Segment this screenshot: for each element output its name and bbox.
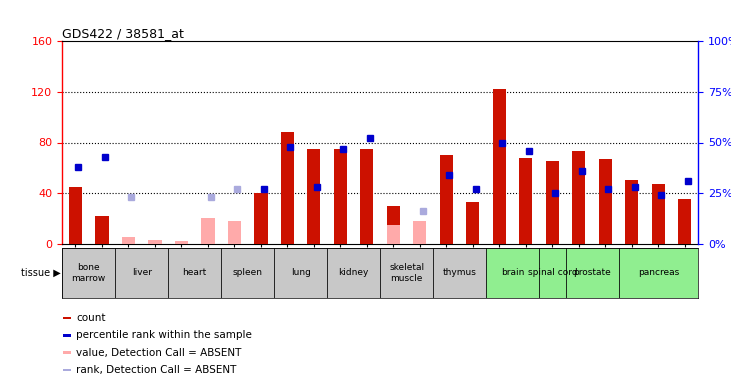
Bar [566, 248, 618, 298]
Bar [546, 162, 559, 244]
Bar [652, 184, 665, 244]
Bar [175, 241, 188, 244]
Bar [486, 248, 539, 298]
Text: GDS422 / 38581_at: GDS422 / 38581_at [62, 27, 184, 40]
Bar [62, 248, 115, 298]
Text: thymus: thymus [443, 268, 477, 278]
Text: rank, Detection Call = ABSENT: rank, Detection Call = ABSENT [76, 364, 237, 375]
Text: percentile rank within the sample: percentile rank within the sample [76, 330, 252, 340]
Bar [95, 216, 108, 244]
Text: brain: brain [501, 268, 524, 278]
Bar [618, 248, 698, 298]
Text: count: count [76, 314, 105, 323]
Bar [387, 206, 400, 244]
Bar [307, 149, 320, 244]
Bar [599, 159, 612, 244]
Bar [539, 248, 566, 298]
Text: spinal cord: spinal cord [528, 268, 577, 278]
Bar [625, 180, 638, 244]
Bar [64, 369, 71, 371]
Text: pancreas: pancreas [637, 268, 679, 278]
Bar [572, 152, 586, 244]
Text: prostate: prostate [573, 268, 611, 278]
Bar [221, 248, 274, 298]
Text: lung: lung [291, 268, 311, 278]
Bar [387, 225, 400, 244]
Text: skeletal
muscle: skeletal muscle [389, 263, 424, 282]
Bar [519, 158, 532, 244]
Bar [69, 187, 82, 244]
Bar [148, 240, 162, 244]
Bar [281, 132, 294, 244]
Bar [440, 155, 453, 244]
Bar [64, 351, 71, 354]
Text: tissue ▶: tissue ▶ [20, 268, 61, 278]
Bar [380, 248, 433, 298]
Text: liver: liver [132, 268, 151, 278]
Bar [122, 237, 135, 244]
Text: bone
marrow: bone marrow [72, 263, 106, 282]
Bar [413, 221, 426, 244]
Bar [254, 193, 268, 244]
Bar [64, 317, 71, 320]
Bar [64, 334, 71, 336]
Bar [360, 149, 374, 244]
Bar [433, 248, 486, 298]
Text: kidney: kidney [338, 268, 369, 278]
Text: spleen: spleen [232, 268, 262, 278]
Bar [493, 89, 506, 244]
Bar [466, 202, 480, 244]
Bar [327, 248, 380, 298]
Bar [274, 248, 327, 298]
Bar [678, 200, 692, 244]
Bar [148, 241, 162, 244]
Bar [228, 221, 241, 244]
Text: value, Detection Call = ABSENT: value, Detection Call = ABSENT [76, 348, 241, 357]
Bar [115, 248, 168, 298]
Bar [334, 149, 347, 244]
Text: heart: heart [183, 268, 207, 278]
Bar [201, 218, 214, 244]
Bar [168, 248, 221, 298]
